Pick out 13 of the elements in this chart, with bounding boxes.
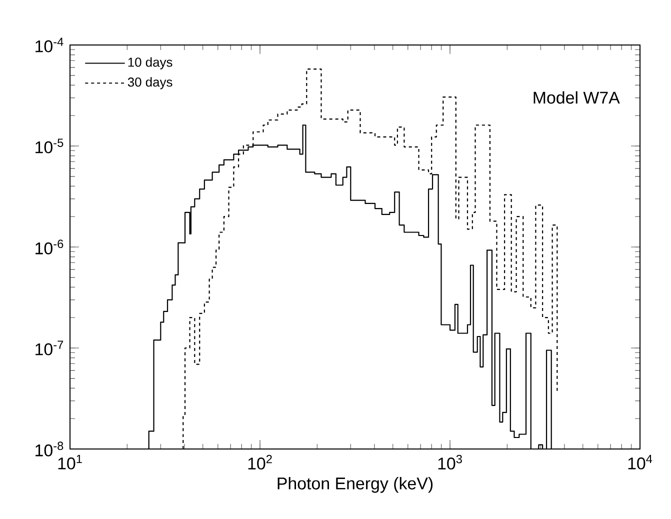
x-tick-label: 10$^{1}$ (58, 454, 82, 470)
y-tick-label: 10$^{-8}$ (36, 442, 64, 456)
y-tick-label: 10$^{-4}$ (36, 38, 64, 52)
y-tick-label: 10$^{-6}$ (36, 240, 64, 254)
legend-label: 10 days (128, 57, 172, 70)
y-tick-label: 10$^{-7}$ (36, 340, 64, 356)
annotation: Model W7A (534, 91, 620, 104)
x-axis-title: Photon Energy (keV) (278, 477, 433, 493)
legend-label: 30 days (128, 77, 172, 90)
x-tick-label: 10$^{4}$ (628, 454, 652, 470)
x-tick-label: 10$^{3}$ (438, 454, 462, 470)
x-tick-label: 10$^{2}$ (248, 454, 272, 470)
y-tick-label: 10$^{-5}$ (36, 138, 64, 154)
